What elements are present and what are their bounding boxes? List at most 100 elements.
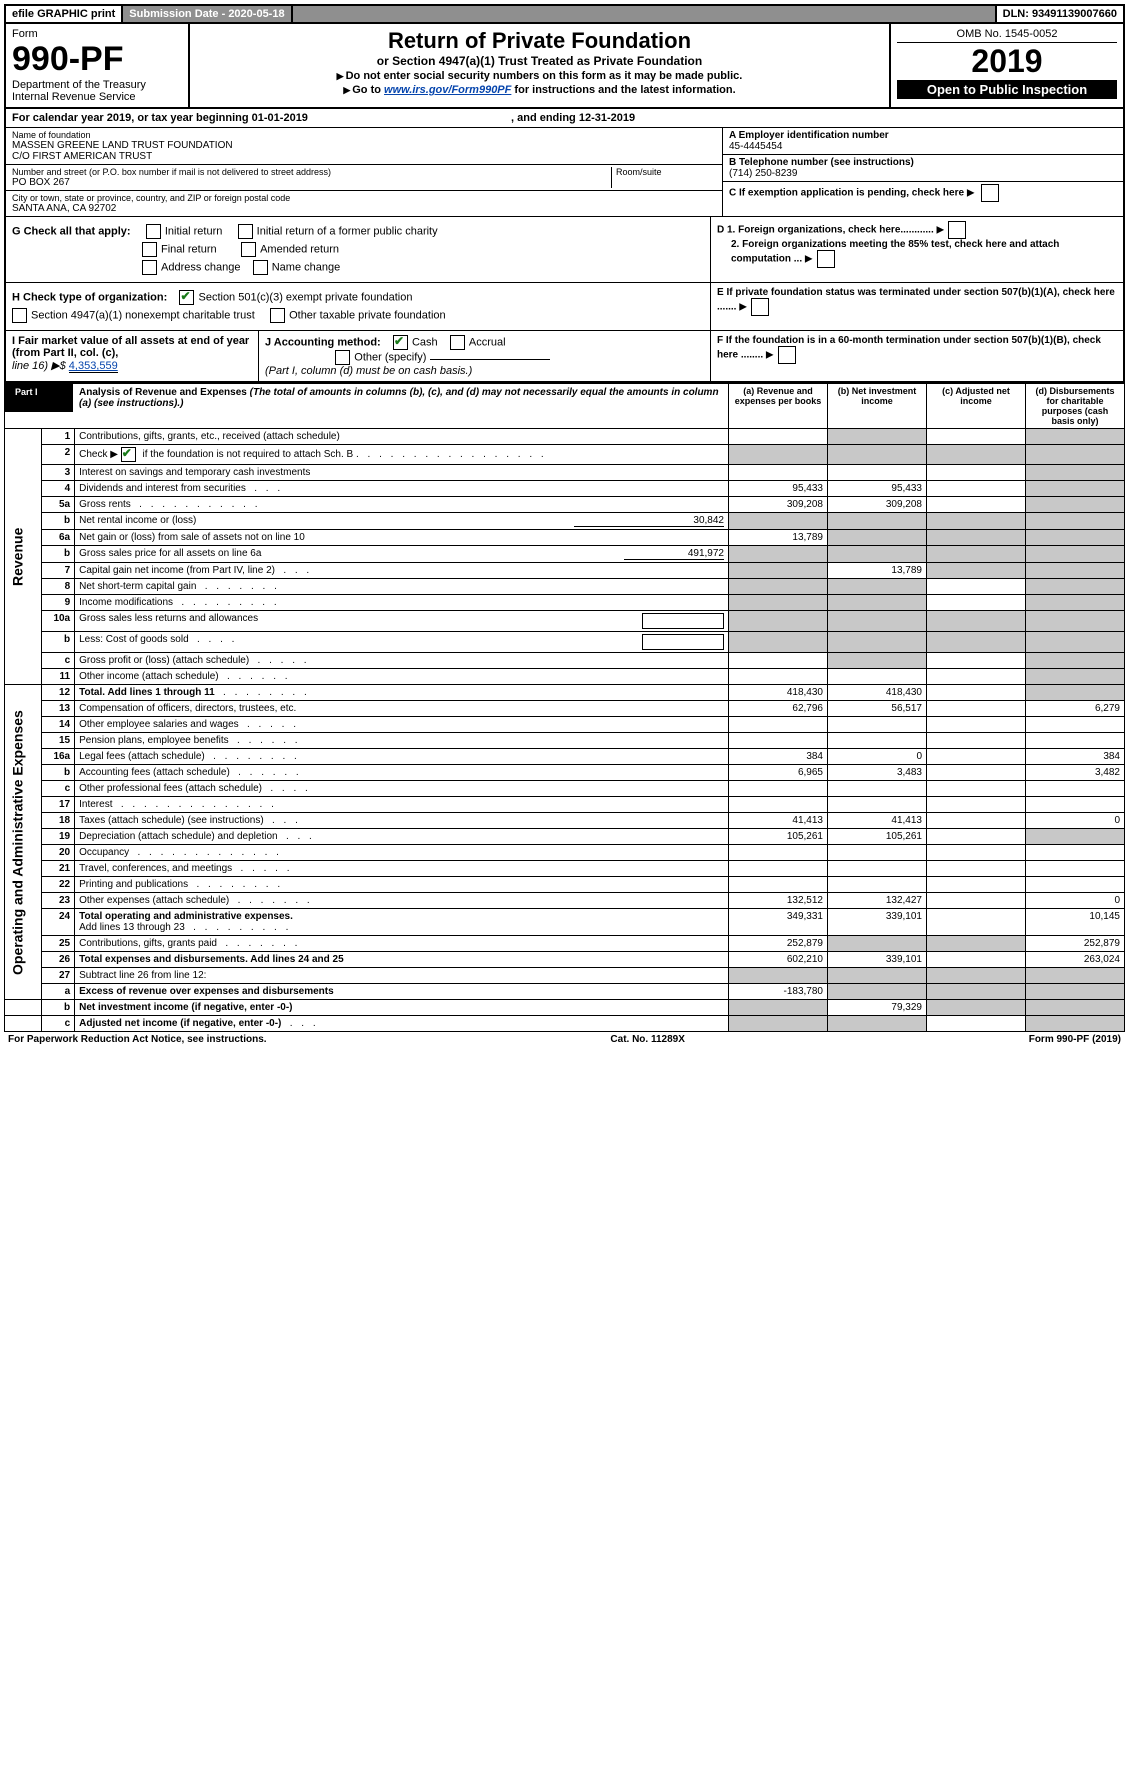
row-13: 13 Compensation of officers, directors, … [5, 701, 1125, 717]
r18-d: 0 [1026, 813, 1125, 829]
r10a-desc: Gross sales less returns and allowances [75, 611, 729, 632]
row-23: 23 Other expenses (attach schedule) . . … [5, 893, 1125, 909]
r16b-b: 3,483 [828, 765, 927, 781]
r6b-num: b [42, 546, 75, 563]
i-j-block: I Fair market value of all assets at end… [6, 331, 711, 381]
row-3: 3 Interest on savings and temporary cash… [5, 465, 1125, 481]
e-checkbox[interactable] [751, 298, 769, 316]
e-arrow-icon: ▶ [739, 302, 747, 313]
f-checkbox[interactable] [778, 346, 796, 364]
department-label: Department of the Treasury [12, 79, 182, 91]
amended-return-checkbox[interactable] [241, 242, 256, 257]
dln-label: DLN: 93491139007660 [997, 6, 1123, 22]
r12-num: 12 [42, 685, 75, 701]
footer: For Paperwork Reduction Act Notice, see … [4, 1032, 1125, 1047]
tel-value: (714) 250-8239 [729, 168, 1117, 179]
e-label: E If private foundation status was termi… [717, 287, 1115, 313]
ein-value: 45-4445454 [729, 141, 1117, 152]
d2-checkbox[interactable] [817, 250, 835, 268]
501c3-checkbox[interactable] [179, 290, 194, 305]
r16b-num: b [42, 765, 75, 781]
cash-checkbox[interactable] [393, 335, 408, 350]
row-1: Revenue 1 Contributions, gifts, grants, … [5, 429, 1125, 445]
other-taxable-checkbox[interactable] [270, 308, 285, 323]
r10b-desc: Less: Cost of goods sold . . . . [75, 632, 729, 653]
accrual-checkbox[interactable] [450, 335, 465, 350]
tax-year: 2019 [897, 43, 1117, 80]
row-16a: 16a Legal fees (attach schedule) . . . .… [5, 749, 1125, 765]
header-center: Return of Private Foundation or Section … [190, 24, 891, 107]
footer-left: For Paperwork Reduction Act Notice, see … [8, 1034, 267, 1045]
part1-title-text: Analysis of Revenue and Expenses [79, 387, 247, 398]
4947a1-checkbox[interactable] [12, 308, 27, 323]
r27c-num: c [42, 1016, 75, 1032]
r12-a: 418,430 [729, 685, 828, 701]
c-checkbox[interactable] [981, 184, 999, 202]
r18-b: 41,413 [828, 813, 927, 829]
ein-label: A Employer identification number [729, 130, 1117, 141]
r26-b: 339,101 [828, 952, 927, 968]
c-arrow-icon: ▶ [967, 188, 975, 199]
r7-b: 13,789 [828, 563, 927, 579]
form-header: Form 990-PF Department of the Treasury I… [4, 24, 1125, 109]
r25-desc: Contributions, gifts, grants paid . . . … [75, 936, 729, 952]
r16a-d: 384 [1026, 749, 1125, 765]
footer-mid: Cat. No. 11289X [610, 1034, 684, 1045]
final-return-checkbox[interactable] [142, 242, 157, 257]
r27a-a: -183,780 [729, 984, 828, 1000]
form-subtitle: or Section 4947(a)(1) Trust Treated as P… [196, 54, 883, 68]
r5b-inline: 30,842 [574, 515, 724, 527]
row-5b: b Net rental income or (loss) 30,842 [5, 513, 1125, 530]
row-18: 18 Taxes (attach schedule) (see instruct… [5, 813, 1125, 829]
r27c-desc: Adjusted net income (if negative, enter … [75, 1016, 729, 1032]
accrual-label: Accrual [469, 336, 506, 348]
r26-a: 602,210 [729, 952, 828, 968]
j-label: J Accounting method: [265, 336, 381, 348]
schb-checkbox[interactable] [121, 447, 136, 462]
irs-link[interactable]: www.irs.gov/Form990PF [384, 84, 511, 96]
fmv-link[interactable]: 4,353,559 [69, 360, 118, 373]
initial-return-checkbox[interactable] [146, 224, 161, 239]
r2-num: 2 [42, 445, 75, 465]
r4-num: 4 [42, 481, 75, 497]
r6a-num: 6a [42, 530, 75, 546]
other-method-checkbox[interactable] [335, 350, 350, 365]
name-ein-row: Name of foundation MASSEN GREENE LAND TR… [4, 128, 1125, 217]
r11-num: 11 [42, 669, 75, 685]
initial-public-checkbox[interactable] [238, 224, 253, 239]
e-block: E If private foundation status was termi… [711, 283, 1123, 330]
tel-label: B Telephone number (see instructions) [729, 157, 1117, 168]
r25-a: 252,879 [729, 936, 828, 952]
r24-a: 349,331 [729, 909, 828, 936]
r15-num: 15 [42, 733, 75, 749]
col-c-header: (c) Adjusted net income [927, 384, 1026, 429]
d1-checkbox[interactable] [948, 221, 966, 239]
d1-label: D 1. Foreign organizations, check here..… [717, 225, 934, 236]
row-6a: 6a Net gain or (loss) from sale of asset… [5, 530, 1125, 546]
r7-desc: Capital gain net income (from Part IV, l… [75, 563, 729, 579]
row-2: 2 Check ▶ if the foundation is not requi… [5, 445, 1125, 465]
r23-num: 23 [42, 893, 75, 909]
row-16c: c Other professional fees (attach schedu… [5, 781, 1125, 797]
initial-public-label: Initial return of a former public charit… [257, 225, 438, 237]
i-line16: line 16) ▶$ [12, 360, 69, 372]
h-label: H Check type of organization: [12, 291, 167, 303]
row-27b: b Net investment income (if negative, en… [5, 1000, 1125, 1016]
r9-desc: Income modifications . . . . . . . . . [75, 595, 729, 611]
footer-right: Form 990-PF (2019) [1029, 1034, 1121, 1045]
r25-d: 252,879 [1026, 936, 1125, 952]
final-return-label: Final return [161, 243, 217, 255]
name-change-checkbox[interactable] [253, 260, 268, 275]
instruction-1: Do not enter social security numbers on … [196, 70, 883, 82]
address-change-checkbox[interactable] [142, 260, 157, 275]
r24-num: 24 [42, 909, 75, 936]
cal-mid: , and ending [508, 112, 579, 124]
r6b-desc: Gross sales price for all assets on line… [75, 546, 729, 563]
r3-num: 3 [42, 465, 75, 481]
instr2-post: for instructions and the latest informat… [511, 84, 735, 96]
r23-desc: Other expenses (attach schedule) . . . .… [75, 893, 729, 909]
open-public-label: Open to Public Inspection [897, 80, 1117, 99]
r12-desc: Total. Add lines 1 through 11 . . . . . … [75, 685, 729, 701]
r6b-inline: 491,972 [624, 548, 724, 560]
cash-label: Cash [412, 336, 438, 348]
